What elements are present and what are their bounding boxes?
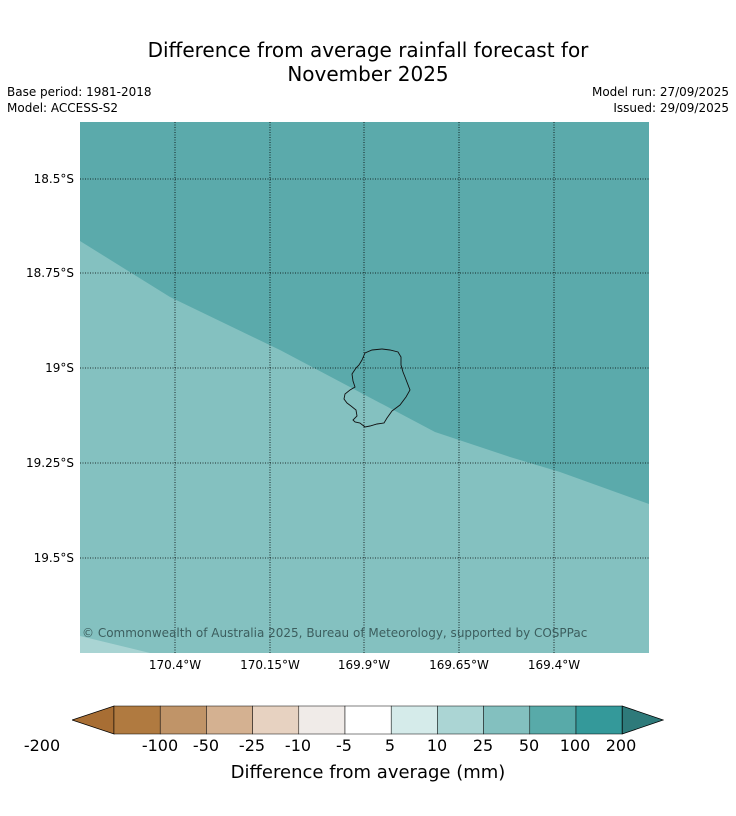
colorbar-segment: [159, 705, 207, 735]
colorbar-segment: [252, 705, 300, 735]
colorbar-segment: [206, 705, 253, 735]
colorbar-tick: 10: [426, 736, 448, 755]
colorbar-tick: 50: [518, 736, 540, 755]
model-name: Model: ACCESS-S2: [7, 101, 119, 115]
colorbar-extend-high: [621, 705, 664, 735]
colorbar-tick: -100: [141, 736, 179, 755]
island-outline: [343, 348, 411, 428]
colorbar-segment: [298, 705, 346, 735]
colorbar-tick: 100: [559, 736, 591, 755]
lat-label: 19°S: [45, 361, 74, 375]
gridlines: [80, 122, 649, 653]
lat-label: 19.5°S: [33, 551, 74, 565]
colorbar-segment: [575, 705, 623, 735]
map-panel: © Commonwealth of Australia 2025, Bureau…: [80, 122, 649, 653]
colorbar-tick: 200: [605, 736, 637, 755]
colorbar-segment: [390, 705, 438, 735]
colorbar-segment: [529, 705, 577, 735]
title-line-1: Difference from average rainfall forecas…: [147, 38, 589, 62]
colorbar-tick: -200: [23, 736, 61, 755]
meta-right: Model run: 27/09/2025 Issued: 29/09/2025: [592, 84, 729, 116]
copyright-notice: © Commonwealth of Australia 2025, Bureau…: [82, 626, 587, 640]
colorbar-tick: 25: [472, 736, 494, 755]
lower-region: [80, 241, 649, 653]
chart-title: Difference from average rainfall forecas…: [0, 38, 736, 86]
lon-label: 170.4°W: [148, 658, 202, 672]
colorbar-segment: [437, 705, 484, 735]
base-period: Base period: 1981-2018: [7, 85, 152, 99]
colorbar-segment: [344, 705, 392, 735]
colorbar-label: Difference from average (mm): [230, 762, 506, 783]
colorbar-tick: -25: [238, 736, 266, 755]
colorbar-segment: [113, 705, 161, 735]
colorbar-tick: 5: [384, 736, 396, 755]
colorbar-extend-low: [72, 705, 115, 735]
colorbar-tick: -50: [192, 736, 220, 755]
lat-label: 18.5°S: [33, 172, 74, 186]
lon-label: 169.4°W: [527, 658, 581, 672]
lat-label: 19.25°S: [26, 456, 74, 470]
colorbar-segment: [483, 705, 531, 735]
lon-label: 169.9°W: [337, 658, 391, 672]
colorbar: [72, 705, 664, 735]
lon-label: 169.65°W: [429, 658, 489, 672]
issued-date: Issued: 29/09/2025: [613, 101, 729, 115]
colorbar-tick: -5: [336, 736, 352, 755]
colorbar-tick: -10: [284, 736, 312, 755]
title-line-2: November 2025: [287, 62, 449, 86]
meta-left: Base period: 1981-2018 Model: ACCESS-S2: [7, 84, 152, 116]
lon-label: 170.15°W: [240, 658, 300, 672]
corner-region: [80, 636, 150, 653]
lat-label: 18.75°S: [26, 266, 74, 280]
model-run: Model run: 27/09/2025: [591, 85, 729, 99]
